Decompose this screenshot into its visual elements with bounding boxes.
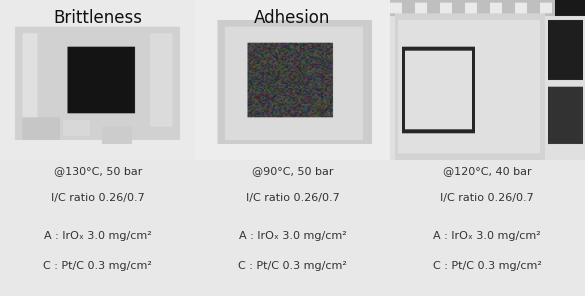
Text: I/C ratio 0.26/0.7: I/C ratio 0.26/0.7 — [51, 193, 144, 202]
Text: A : IrOₓ 3.0 mg/cm²: A : IrOₓ 3.0 mg/cm² — [433, 231, 541, 241]
Text: C : Pt/C 0.3 mg/cm²: C : Pt/C 0.3 mg/cm² — [43, 261, 152, 271]
Text: Brittleness: Brittleness — [53, 9, 142, 27]
Text: A : IrOₓ 3.0 mg/cm²: A : IrOₓ 3.0 mg/cm² — [239, 231, 346, 241]
Text: A : IrOₓ 3.0 mg/cm²: A : IrOₓ 3.0 mg/cm² — [44, 231, 152, 241]
Text: Adhesion: Adhesion — [254, 9, 331, 27]
Text: I/C ratio 0.26/0.7: I/C ratio 0.26/0.7 — [246, 193, 339, 202]
Text: @130°C, 50 bar: @130°C, 50 bar — [53, 166, 142, 176]
Text: I/C ratio 0.26/0.7: I/C ratio 0.26/0.7 — [441, 193, 534, 202]
Text: @120°C, 40 bar: @120°C, 40 bar — [443, 166, 532, 176]
Text: C : Pt/C 0.3 mg/cm²: C : Pt/C 0.3 mg/cm² — [238, 261, 347, 271]
Text: @90°C, 50 bar: @90°C, 50 bar — [252, 166, 333, 176]
Text: C : Pt/C 0.3 mg/cm²: C : Pt/C 0.3 mg/cm² — [433, 261, 542, 271]
